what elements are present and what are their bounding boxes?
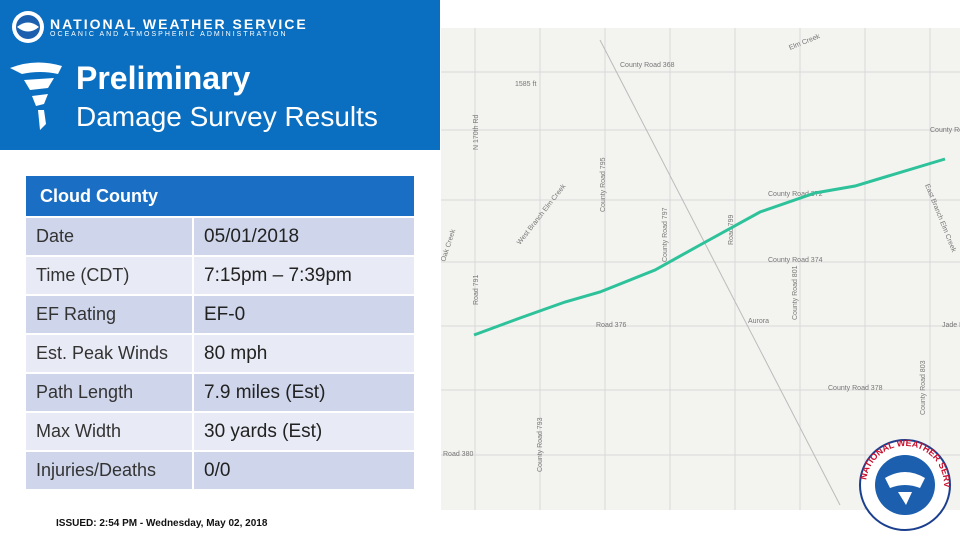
table-body: Date 05/01/2018 Time (CDT) 7:15pm – 7:39pm E…: [24, 216, 416, 491]
map-label: Aurora: [748, 318, 769, 325]
table-row: Est. Peak Winds 80 mph: [24, 333, 416, 374]
row-label: EF Rating: [24, 294, 194, 335]
row-value: 30 yards (Est): [192, 411, 416, 452]
row-value: EF-0: [192, 294, 416, 335]
map-label: County Road 801: [792, 265, 799, 320]
map-label: Road 799: [728, 215, 735, 245]
map-label: County Road 374: [768, 257, 823, 264]
tornado-track: [473, 157, 946, 337]
row-label: Injuries/Deaths: [24, 450, 194, 491]
table-row: Max Width 30 yards (Est): [24, 411, 416, 452]
header-icons: [10, 11, 62, 130]
map-label: N 170th Rd: [473, 114, 480, 150]
table-title: Cloud County: [24, 174, 416, 218]
map-label: County Road 372: [768, 191, 823, 198]
row-value: 7:15pm – 7:39pm: [192, 255, 416, 296]
map-label: County Road 368: [620, 62, 675, 69]
row-value: 0/0: [192, 450, 416, 491]
map-bg: [441, 28, 960, 510]
subtitle: Damage Survey Results: [76, 101, 378, 132]
map-label: County Road: [930, 127, 960, 134]
table-row: Path Length 7.9 miles (Est): [24, 372, 416, 413]
row-label: Date: [24, 216, 194, 257]
org-name: NATIONAL WEATHER SERVICE: [50, 16, 308, 32]
table-row: Injuries/Deaths 0/0: [24, 450, 416, 491]
footer: ISSUED: 2:54 PM - Wednesday, May 02, 201…: [56, 518, 268, 529]
row-value: 80 mph: [192, 333, 416, 374]
row-value: 05/01/2018: [192, 216, 416, 257]
map-label: 1585 ft: [515, 81, 536, 88]
noaa-bird: [17, 22, 39, 32]
map-label: County Road 378: [828, 385, 883, 392]
tornado-icon: [10, 62, 62, 130]
row-value: 7.9 miles (Est): [192, 372, 416, 413]
table-row: Time (CDT) 7:15pm – 7:39pm: [24, 255, 416, 296]
map-label: County Road 795: [600, 157, 607, 212]
row-label: Est. Peak Winds: [24, 333, 194, 374]
map-label: County Road 803: [920, 360, 927, 415]
roads: [441, 28, 960, 510]
header: NATIONAL WEATHER SERVICE OCEANIC AND ATM…: [0, 0, 440, 150]
map-label: Road 376: [596, 322, 626, 329]
org-sub: OCEANIC AND ATMOSPHERIC ADMINISTRATION: [50, 31, 288, 38]
table-row: EF Rating EF-0: [24, 294, 416, 335]
row-label: Max Width: [24, 411, 194, 452]
map-label: County Road 797: [662, 207, 669, 262]
nws-logo-cloud: [885, 472, 925, 505]
survey-table: Cloud County Date 05/01/2018 Time (CDT) 7:1…: [24, 174, 416, 491]
title: Preliminary: [76, 60, 251, 96]
map-label: Jade R: [942, 322, 960, 329]
map-label: County Road 793: [537, 417, 544, 472]
map-label: Road 380: [443, 451, 473, 458]
row-label: Path Length: [24, 372, 194, 413]
table-row: Date 05/01/2018: [24, 216, 416, 257]
map-label: Road 791: [473, 275, 480, 305]
row-label: Time (CDT): [24, 255, 194, 296]
